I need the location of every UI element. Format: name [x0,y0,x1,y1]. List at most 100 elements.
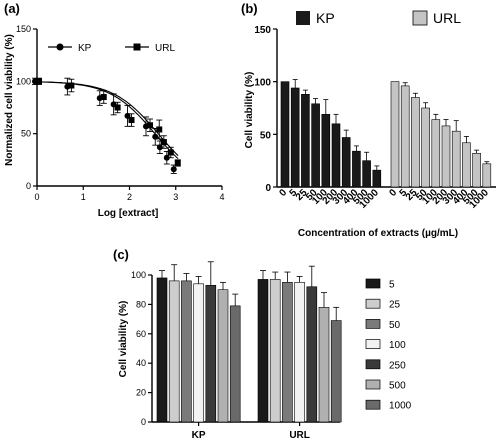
panel-c-y-tick-label: 40 [136,358,146,368]
legend-label-25: 25 [389,300,401,311]
legend-url-label: URL [155,43,175,54]
fit-curve-url [37,81,179,156]
panel-c-ylabel: Cell viability (%) [118,301,129,378]
panel-b-y-tick-label: 50 [260,130,272,141]
legend-b-kp-label: KP [316,10,335,26]
panel-c-label: (c) [113,247,129,262]
legend-label-1000: 1000 [389,401,412,412]
panel-a-ylabel: Normalized cell viability (%) [4,34,15,166]
data-point-kp [163,154,170,161]
bar-kp-25 [168,280,180,423]
legend-label-50: 50 [389,320,401,331]
bar-url-100 [294,282,305,423]
panel-c-plot [156,261,342,423]
data-point-url [100,94,107,101]
bar-kp-1000 [229,305,241,423]
legend-b-url-swatch [412,10,428,26]
panel-c-y-tick-label: 100 [131,270,146,280]
bar-url-200 [441,125,451,188]
data-point-url [160,139,167,146]
panel-c-y-tick-label: 20 [136,388,146,398]
panel-a-x-tick-label: 3 [173,192,178,202]
bar-kp-5 [290,87,300,188]
panel-b: (b) Cell viability (%) Concentration of … [241,1,496,239]
panel-c-x-tick-label: KP [192,430,206,441]
panel-b-x-tick-label: 0 [387,187,399,199]
legend-label-100: 100 [389,340,406,351]
bar-url-50 [282,282,293,423]
panel-a-xlabel: Log [extract] [98,208,159,219]
bar-kp-0 [280,81,290,188]
bar-url-400 [462,142,471,188]
legend-label-250: 250 [389,360,406,371]
data-point-url [147,122,153,129]
legend-kp-label: KP [78,43,92,54]
panel-a-legend: KP URL [48,43,175,54]
panel-b-y-tick-label: 150 [254,25,271,36]
data-point-url [167,149,174,156]
bar-kp-250 [205,284,217,423]
bar-url-25 [269,279,281,423]
panel-a-x-tick-label: 0 [34,192,39,202]
bar-url-1000 [330,320,342,423]
data-point-url [36,78,42,85]
panel-a-label: (a) [4,1,20,16]
legend-swatch-500 [365,379,381,390]
legend-swatch-25 [365,298,381,309]
panel-c-y-tick-label: 60 [136,329,146,339]
panel-c: (c) Cell viability (%) 0 20 40 60 80 100 KP URL… [113,247,412,441]
bar-url-100 [431,119,441,188]
panel-a-y-tick-label: 0 [26,181,31,191]
data-point-kp [156,144,163,151]
panel-a-x-tick-label: 2 [127,192,132,202]
bar-kp-50 [311,103,320,188]
bar-url-0 [390,81,400,188]
data-point-kp [152,133,159,140]
panel-b-plot [280,79,492,188]
legend-url-marker [133,43,141,51]
legend-swatch-5 [365,278,381,289]
panel-a-y-tick-label: 100 [16,76,31,86]
bar-kp-300 [341,137,351,188]
legend-swatch-100 [365,339,381,349]
bar-url-5 [257,279,269,423]
legend-label-5: 5 [389,280,395,291]
bar-kp-100 [193,283,204,423]
panel-b-xlabel: Concentration of extracts (µg/mL) [298,228,458,239]
legend-swatch-1000 [365,399,381,410]
bar-url-1000 [482,163,492,188]
bar-kp-500 [217,289,229,423]
data-point-kp [170,166,177,173]
data-point-url [128,117,135,124]
legend-label-500: 500 [389,381,406,392]
legend-swatch-50 [365,319,381,329]
bar-url-250 [306,286,318,423]
panel-c-legend: 5 25 50 100 250 500 1000 [365,278,412,412]
panel-a-axes: 0 50 100 150 0 1 2 3 4 [16,24,225,202]
data-point-url [68,82,75,89]
legend-b-kp-swatch [296,11,310,25]
bar-kp-100 [321,114,331,188]
legend-b-url-label: URL [433,10,461,26]
panel-b-y-tick-label: 100 [254,78,271,89]
panel-b-label: (b) [241,1,258,16]
bar-kp-400 [352,150,361,188]
bar-kp-200 [331,123,341,188]
data-point-url [174,159,181,166]
bar-url-50 [421,107,430,188]
panel-c-y-tick-label: 0 [141,417,146,427]
panel-c-y-tick-label: 80 [136,299,146,309]
legend-swatch-250 [365,359,381,370]
panel-a-y-tick-label: 50 [21,129,31,139]
bar-url-500 [318,307,330,423]
bar-kp-25 [301,94,310,188]
panel-b-x-tick-label: 0 [277,187,289,199]
bar-kp-1000 [372,169,382,188]
panel-a-plot [32,77,181,174]
bar-url-25 [411,97,420,188]
data-point-url [156,126,163,133]
panel-a-x-tick-label: 1 [81,192,86,202]
panel-a-x-tick-label: 4 [219,192,224,202]
bar-url-300 [451,130,461,188]
